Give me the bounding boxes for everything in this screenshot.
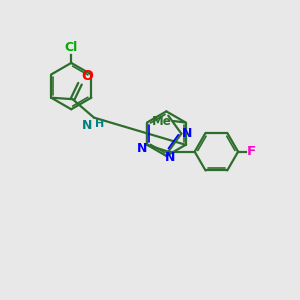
- Text: H: H: [95, 119, 105, 129]
- Text: N: N: [165, 151, 175, 164]
- Text: F: F: [246, 145, 256, 158]
- Text: Me: Me: [152, 115, 172, 128]
- Text: O: O: [81, 68, 93, 83]
- Text: N: N: [82, 119, 92, 132]
- Text: N: N: [137, 142, 147, 155]
- Text: N: N: [182, 127, 193, 140]
- Text: Cl: Cl: [64, 41, 78, 54]
